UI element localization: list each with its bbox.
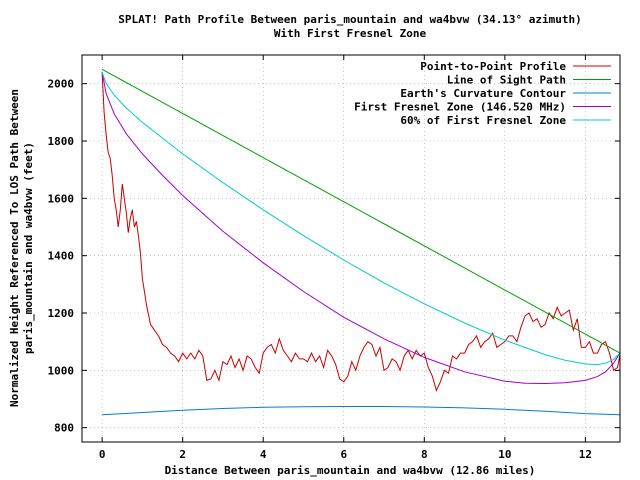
y-tick-label: 1400	[48, 250, 75, 263]
chart-subtitle: With First Fresnel Zone	[274, 27, 427, 40]
series-line-1	[101, 68, 621, 354]
y-axis-label-line1: Normalized Height Referenced To LOS Path…	[8, 89, 21, 407]
x-tick-label: 8	[421, 448, 428, 461]
axis-ticks: 0 2 4 6 8 10 12 800 1000 1200 1400 1600 1800 2000	[48, 55, 620, 461]
chart-title: SPLAT! Path Profile Between paris_mounta…	[118, 13, 582, 26]
legend-label-0: Point-to-Point Profile	[420, 60, 566, 73]
y-axis-label-line2: paris_mountain and wa4bvw (feet)	[22, 142, 35, 354]
x-tick-label: 0	[99, 448, 106, 461]
x-tick-label: 10	[498, 448, 511, 461]
x-tick-label: 2	[179, 448, 186, 461]
legend-label-2: Earth's Curvature Contour	[400, 87, 566, 100]
legend-label-4: 60% of First Fresnel Zone	[400, 114, 566, 127]
plot-frame	[81, 54, 621, 443]
series-line-3	[101, 72, 621, 385]
series-line-2	[102, 406, 621, 416]
y-tick-label: 800	[54, 422, 74, 435]
y-tick-label: 1600	[48, 192, 75, 205]
legend-label-3: First Fresnel Zone (146.520 MHz)	[354, 101, 566, 114]
y-tick-label: 2000	[48, 78, 75, 91]
y-tick-label: 1000	[48, 364, 75, 377]
y-tick-label: 1800	[48, 135, 75, 148]
x-axis-label: Distance Between paris_mountain and wa4b…	[165, 464, 536, 477]
y-tick-label: 1200	[48, 307, 75, 320]
series-line-0	[101, 72, 621, 392]
x-tick-label: 12	[579, 448, 592, 461]
series-line-4	[101, 72, 621, 366]
plot-series	[101, 68, 621, 416]
x-tick-label: 6	[340, 448, 347, 461]
y-axis-label: Normalized Height Referenced To LOS Path…	[8, 89, 35, 407]
legend-label-1: Line of Sight Path	[447, 74, 566, 87]
x-tick-label: 4	[260, 448, 267, 461]
